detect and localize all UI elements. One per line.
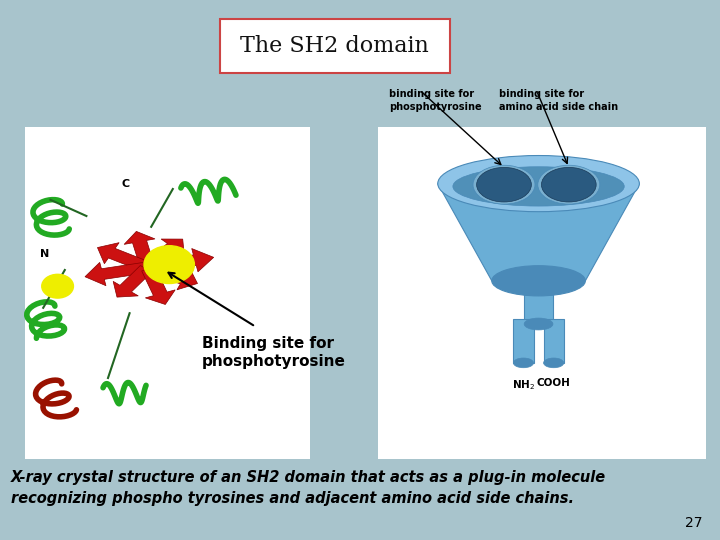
Ellipse shape: [538, 165, 600, 204]
Ellipse shape: [524, 318, 553, 330]
FancyBboxPatch shape: [524, 281, 553, 324]
Ellipse shape: [544, 358, 564, 368]
Polygon shape: [113, 266, 152, 297]
Text: X-ray crystal structure of an SH2 domain that acts as a plug-in molecule
recogni: X-ray crystal structure of an SH2 domain…: [11, 470, 606, 506]
Text: Binding site for
phosphotyrosine: Binding site for phosphotyrosine: [202, 336, 346, 369]
Ellipse shape: [513, 358, 534, 368]
Ellipse shape: [473, 165, 535, 204]
Ellipse shape: [438, 156, 639, 212]
Text: N: N: [40, 249, 49, 259]
Polygon shape: [124, 232, 155, 267]
Polygon shape: [150, 248, 214, 272]
Text: NH$_2$: NH$_2$: [512, 378, 535, 392]
Circle shape: [42, 274, 73, 298]
Polygon shape: [147, 263, 197, 290]
FancyBboxPatch shape: [220, 19, 450, 73]
Polygon shape: [144, 239, 184, 269]
Text: COOH: COOH: [536, 378, 571, 388]
Ellipse shape: [453, 167, 624, 206]
Ellipse shape: [541, 167, 596, 202]
Polygon shape: [97, 242, 148, 271]
Ellipse shape: [477, 167, 531, 202]
Text: C: C: [122, 179, 130, 188]
FancyBboxPatch shape: [378, 127, 706, 459]
Text: binding site for
amino acid side chain: binding site for amino acid side chain: [499, 89, 618, 111]
Polygon shape: [142, 267, 175, 305]
Polygon shape: [85, 262, 146, 286]
Ellipse shape: [492, 266, 585, 296]
FancyBboxPatch shape: [25, 127, 310, 459]
FancyBboxPatch shape: [544, 319, 564, 363]
Text: binding site for
phosphotyrosine: binding site for phosphotyrosine: [389, 89, 482, 111]
Polygon shape: [438, 184, 639, 281]
FancyBboxPatch shape: [513, 319, 534, 363]
Circle shape: [144, 246, 194, 284]
Text: The SH2 domain: The SH2 domain: [240, 35, 429, 57]
Text: 27: 27: [685, 516, 702, 530]
